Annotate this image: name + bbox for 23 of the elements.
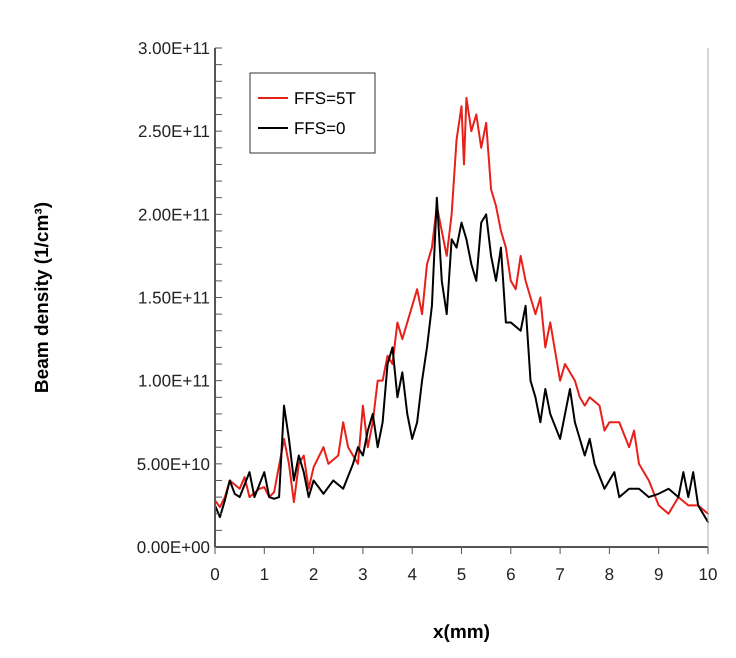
x-tick-label: 9 <box>654 565 664 584</box>
x-tick-label: 5 <box>456 565 466 584</box>
y-tick-label: 5.00E+10 <box>136 454 210 474</box>
y-tick-label: 2.50E+11 <box>138 122 210 142</box>
y-tick-label: 1.00E+11 <box>138 372 210 391</box>
x-axis-title: x(mm) <box>432 622 490 643</box>
x-tick-label: 0 <box>210 565 220 584</box>
x-tick-label: 7 <box>555 565 565 584</box>
x-tick-label: 10 <box>698 565 718 584</box>
x-tick-label: 2 <box>308 565 318 584</box>
x-tick-label: 8 <box>604 565 614 584</box>
y-tick-label: 0.00E+00 <box>136 538 210 557</box>
x-tick-label: 6 <box>506 565 516 584</box>
line-series <box>214 196 709 524</box>
legend-label: FFS=0 <box>294 118 346 138</box>
y-tick-label: 3.00E+11 <box>138 38 210 58</box>
legend-label: FFS=5T <box>294 88 356 108</box>
y-tick-label: 1.50E+11 <box>138 288 210 308</box>
y-tick-label: 2.00E+11 <box>138 205 210 224</box>
x-tick-label: 1 <box>260 565 270 584</box>
x-tick-label: 3 <box>358 565 368 584</box>
y-axis-title: Beam density (1/cm³) <box>32 202 53 394</box>
x-tick-label: 4 <box>407 565 417 584</box>
